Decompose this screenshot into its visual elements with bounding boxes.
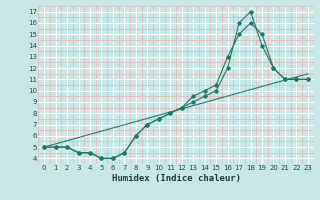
X-axis label: Humidex (Indice chaleur): Humidex (Indice chaleur) bbox=[111, 174, 241, 183]
